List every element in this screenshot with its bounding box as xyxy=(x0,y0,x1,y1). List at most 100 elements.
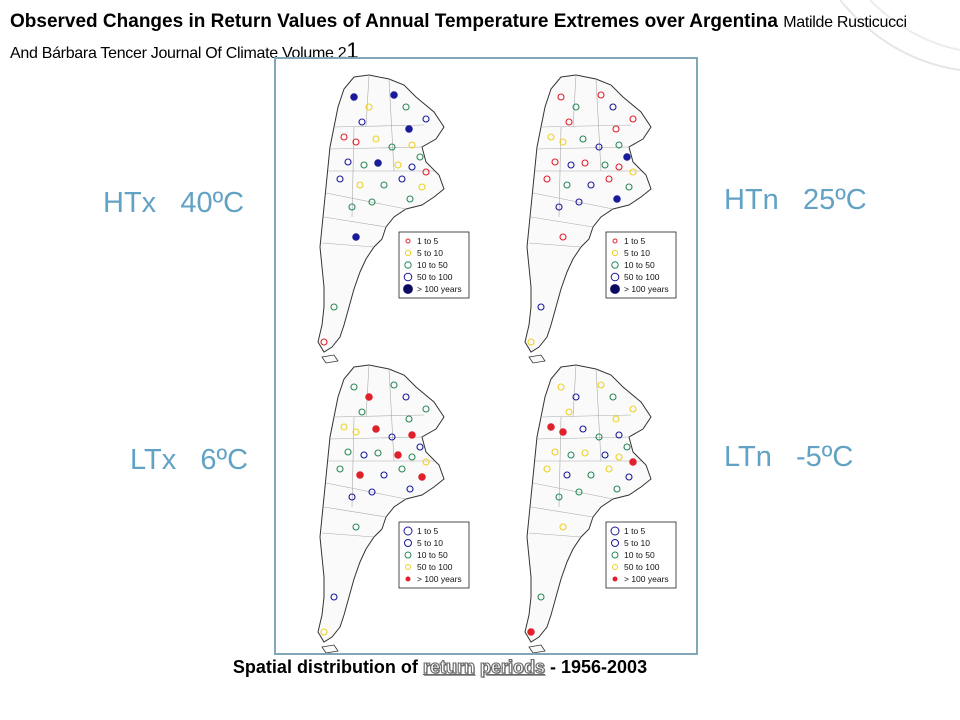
station-marker xyxy=(613,485,621,493)
station-marker xyxy=(408,453,416,461)
station-marker xyxy=(601,451,609,459)
station-marker xyxy=(374,449,382,457)
station-marker xyxy=(422,405,430,413)
station-marker xyxy=(625,183,633,191)
station-marker xyxy=(563,181,571,189)
station-marker xyxy=(543,175,551,183)
station-marker xyxy=(394,161,402,169)
station-marker xyxy=(629,405,637,413)
station-marker xyxy=(320,628,328,636)
station-marker xyxy=(418,473,426,481)
station-marker xyxy=(547,423,555,431)
station-marker xyxy=(380,181,388,189)
legend-swatch xyxy=(404,261,412,269)
station-marker xyxy=(595,433,603,441)
station-marker xyxy=(565,408,573,416)
station-marker xyxy=(388,143,396,151)
station-marker xyxy=(422,115,430,123)
legend-entry: 5 to 10 xyxy=(417,248,443,258)
station-marker xyxy=(344,158,352,166)
station-marker xyxy=(406,485,414,493)
station-marker xyxy=(559,428,567,436)
legend: 1 to 5 5 to 10 10 to 50 50 to 100 > 100 year… xyxy=(398,521,470,589)
legend: 1 to 5 5 to 10 10 to 50 50 to 100 > 100 year… xyxy=(398,231,470,299)
station-marker xyxy=(575,488,583,496)
legend-entry: 10 to 50 xyxy=(417,550,448,560)
station-marker xyxy=(587,471,595,479)
station-marker xyxy=(579,135,587,143)
legend-swatch xyxy=(610,272,620,282)
legend-entry: 50 to 100 xyxy=(417,562,453,572)
station-marker xyxy=(422,458,430,466)
station-marker xyxy=(581,449,589,457)
caption-link-return[interactable]: return xyxy=(422,657,475,678)
station-marker xyxy=(625,473,633,481)
station-marker xyxy=(390,91,398,99)
station-marker xyxy=(543,465,551,473)
station-marker xyxy=(601,161,609,169)
station-marker xyxy=(356,471,364,479)
station-marker xyxy=(352,138,360,146)
station-marker xyxy=(358,118,366,126)
map-panel: 1 to 5 5 to 10 10 to 50 50 to 100 > 100 year… xyxy=(524,74,677,364)
corner-decoration xyxy=(839,0,960,71)
legend-swatch xyxy=(612,564,618,570)
station-marker xyxy=(368,488,376,496)
legend-swatch xyxy=(611,249,619,257)
station-marker xyxy=(330,593,338,601)
slide-title: Observed Changes in Return Values of Ann… xyxy=(10,8,910,68)
station-marker xyxy=(340,423,348,431)
legend-swatch xyxy=(403,272,413,282)
station-marker xyxy=(629,115,637,123)
caption-prefix: Spatial distribution of xyxy=(232,657,418,677)
station-marker xyxy=(360,161,368,169)
station-marker xyxy=(623,153,631,161)
legend-entry: > 100 years xyxy=(417,284,462,294)
station-marker xyxy=(527,338,535,346)
legend-entry: 10 to 50 xyxy=(624,260,655,270)
legend-entry: > 100 years xyxy=(417,574,462,584)
title-authors: Matilde Rusticucci And Bárbara Tencer Jo… xyxy=(10,14,907,62)
station-marker xyxy=(422,168,430,176)
legend-swatch xyxy=(403,526,413,536)
legend-swatch xyxy=(404,551,412,559)
label-ltx: LTx 6ºC xyxy=(130,444,249,476)
station-marker xyxy=(352,523,360,531)
station-marker xyxy=(352,233,360,241)
station-marker xyxy=(581,159,589,167)
legend-swatch xyxy=(611,551,619,559)
legend-entry: 10 to 50 xyxy=(624,550,655,560)
station-marker xyxy=(402,103,410,111)
station-marker xyxy=(380,471,388,479)
station-marker xyxy=(388,433,396,441)
station-marker xyxy=(575,198,583,206)
station-marker xyxy=(609,393,617,401)
station-marker xyxy=(527,628,535,636)
station-marker xyxy=(390,381,398,389)
station-marker xyxy=(398,175,406,183)
station-marker xyxy=(394,451,402,459)
caption: Spatial distribution of return periods -… xyxy=(0,657,880,678)
argentina-maps-figure: 1 to 5 5 to 10 10 to 50 50 to 100 > 100 year… xyxy=(317,74,677,654)
caption-suffix: - 1956-2003 xyxy=(550,657,648,677)
legend-swatch xyxy=(405,564,411,570)
station-marker xyxy=(340,133,348,141)
station-marker xyxy=(615,163,623,171)
station-marker xyxy=(348,203,356,211)
legend-swatch xyxy=(610,526,620,536)
legend-swatch xyxy=(404,539,412,547)
station-marker xyxy=(559,523,567,531)
station-marker xyxy=(579,425,587,433)
station-marker xyxy=(555,493,563,501)
station-marker xyxy=(587,181,595,189)
legend-entry: 1 to 5 xyxy=(624,236,646,246)
station-marker xyxy=(597,381,605,389)
legend-swatch xyxy=(611,261,619,269)
station-marker xyxy=(559,138,567,146)
station-marker xyxy=(629,458,637,466)
station-marker xyxy=(551,158,559,166)
caption-link-periods[interactable]: periods xyxy=(479,657,545,678)
label-htn: HTn 25ºC xyxy=(724,184,867,216)
station-marker xyxy=(330,303,338,311)
station-marker xyxy=(613,195,621,203)
